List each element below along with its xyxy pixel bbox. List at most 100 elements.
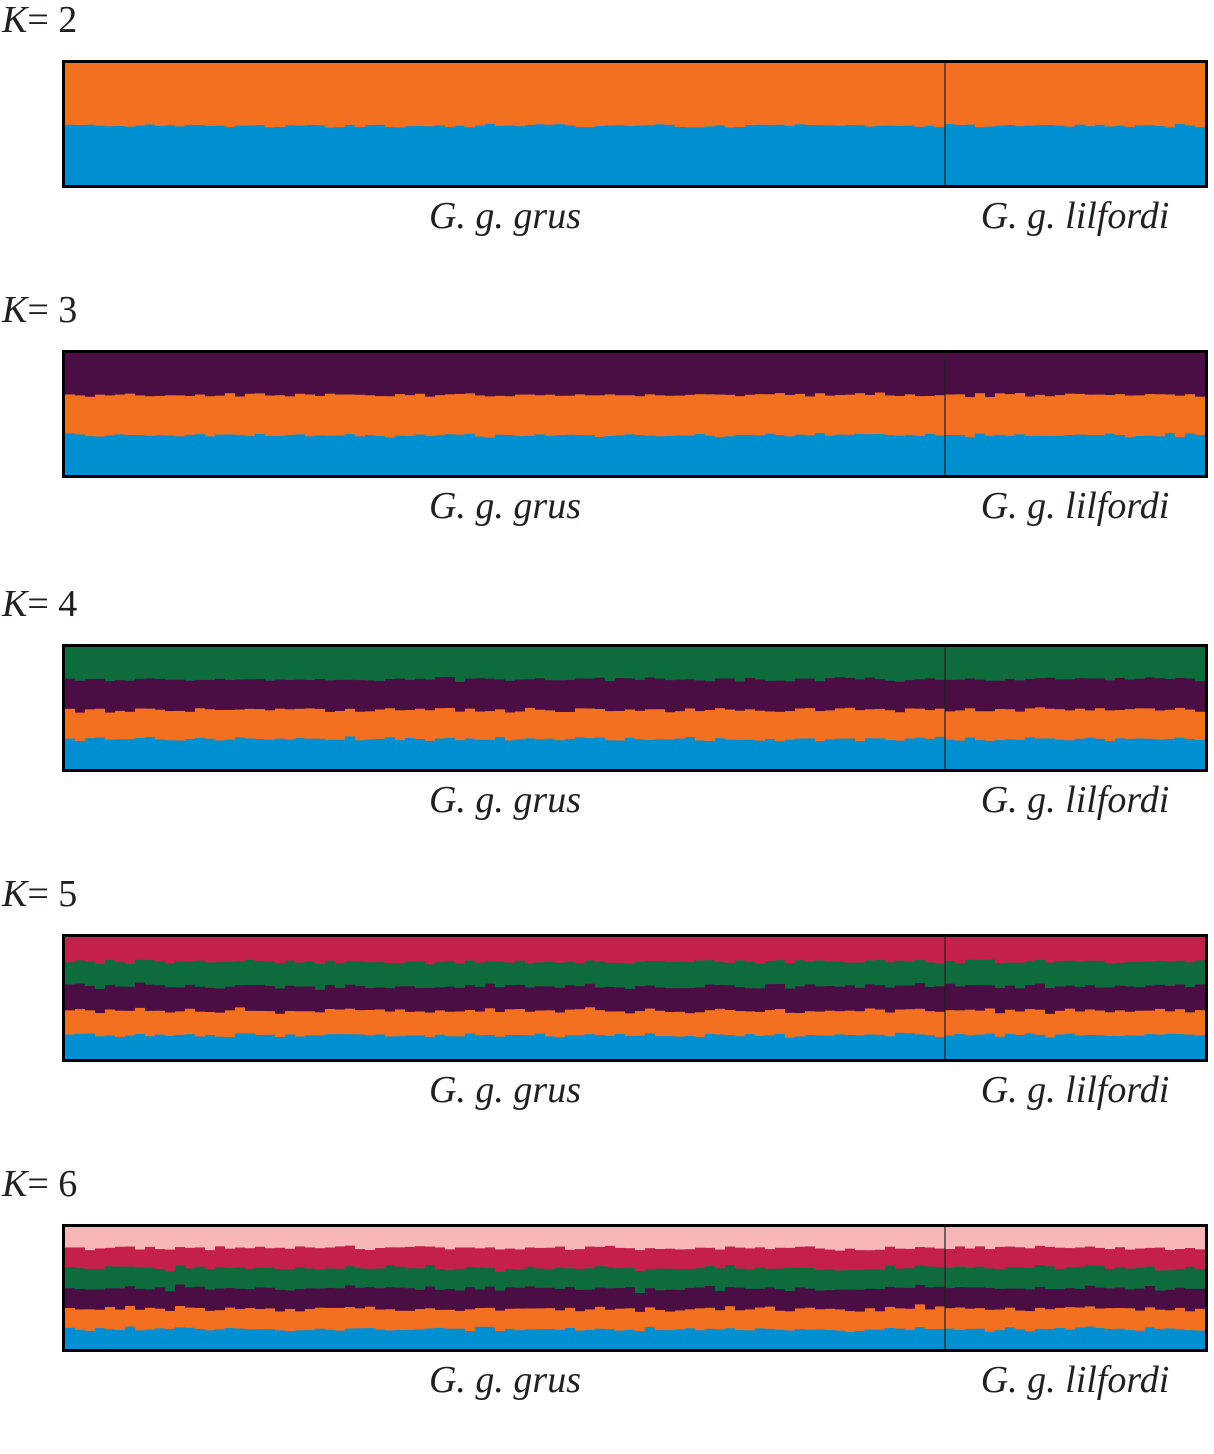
k-label: K= 2 bbox=[2, 0, 77, 40]
ancestry-bar-segment bbox=[655, 738, 666, 770]
ancestry-bar-segment bbox=[475, 1034, 486, 1060]
ancestry-bar-segment bbox=[85, 937, 96, 962]
ancestry-bar-segment bbox=[575, 126, 586, 186]
ancestry-bar-segment bbox=[1015, 679, 1026, 712]
ancestry-bar-segment bbox=[495, 434, 506, 476]
ancestry-bar-segment bbox=[965, 63, 976, 125]
ancestry-bar-segment bbox=[315, 708, 326, 739]
ancestry-bar-segment bbox=[1025, 960, 1036, 986]
ancestry-bar-segment bbox=[455, 1246, 466, 1269]
ancestry-bar-segment bbox=[1055, 985, 1066, 1011]
ancestry-bar-segment bbox=[155, 960, 166, 986]
ancestry-bar-segment bbox=[855, 961, 866, 988]
ancestry-bar-segment bbox=[645, 1227, 656, 1249]
ancestry-bar-segment bbox=[1185, 1310, 1196, 1331]
ancestry-bar-segment bbox=[445, 63, 456, 128]
ancestry-bar-segment bbox=[375, 647, 386, 681]
ancestry-bar-segment bbox=[355, 435, 366, 476]
ancestry-bar-segment bbox=[815, 124, 826, 186]
ancestry-bar-segment bbox=[365, 124, 376, 186]
ancestry-bar-segment bbox=[225, 1248, 236, 1269]
ancestry-bar-segment bbox=[865, 1033, 876, 1060]
ancestry-bar-segment bbox=[995, 392, 1006, 435]
ancestry-bar-segment bbox=[905, 737, 916, 770]
ancestry-bar-segment bbox=[225, 353, 236, 394]
ancestry-bar-segment bbox=[875, 1329, 886, 1350]
ancestry-bar-segment bbox=[295, 353, 306, 394]
ancestry-bar-segment bbox=[625, 433, 636, 476]
ancestry-bar-segment bbox=[1085, 960, 1096, 986]
ancestry-bar-segment bbox=[1085, 709, 1096, 738]
ancestry-bar-segment bbox=[585, 737, 596, 770]
ancestry-bar-segment bbox=[615, 710, 626, 741]
ancestry-bar-segment bbox=[935, 679, 946, 709]
ancestry-bar-segment bbox=[865, 1288, 876, 1309]
ancestry-bar-segment bbox=[935, 394, 946, 436]
ancestry-bar-segment bbox=[635, 395, 646, 436]
ancestry-bar-segment bbox=[585, 1033, 596, 1060]
ancestry-bar-segment bbox=[865, 959, 876, 985]
k-variable: K bbox=[2, 0, 28, 41]
ancestry-bar-segment bbox=[585, 647, 596, 679]
ancestry-bar-segment bbox=[805, 1245, 816, 1269]
ancestry-bar-segment bbox=[1105, 353, 1116, 395]
ancestry-bar-segment bbox=[815, 647, 826, 682]
ancestry-bar-segment bbox=[75, 1267, 86, 1290]
ancestry-bar-segment bbox=[125, 1227, 136, 1247]
ancestry-bar-segment bbox=[225, 679, 236, 710]
ancestry-bar-segment bbox=[1135, 937, 1146, 963]
ancestry-bar-segment bbox=[365, 1009, 376, 1036]
ancestry-bar-segment bbox=[305, 937, 316, 962]
ancestry-bar-segment bbox=[115, 679, 126, 711]
ancestry-bar-segment bbox=[605, 647, 616, 681]
ancestry-bar-segment bbox=[385, 647, 396, 680]
k-variable: K bbox=[2, 583, 28, 625]
ancestry-bar-segment bbox=[275, 1247, 286, 1270]
ancestry-bar-segment bbox=[165, 1270, 176, 1292]
ancestry-bar-segment bbox=[425, 1245, 436, 1266]
ancestry-bar-segment bbox=[1105, 1248, 1116, 1270]
ancestry-bar-segment bbox=[985, 63, 996, 127]
ancestry-bar-segment bbox=[1055, 708, 1066, 740]
ancestry-bar-segment bbox=[695, 433, 706, 476]
ancestry-bar-segment bbox=[715, 961, 726, 986]
ancestry-bar-segment bbox=[605, 986, 616, 1012]
ancestry-bar-segment bbox=[735, 434, 746, 476]
ancestry-bar-segment bbox=[65, 678, 76, 709]
ancestry-bar-segment bbox=[825, 1308, 836, 1331]
ancestry-bar-segment bbox=[245, 1227, 256, 1249]
ancestry-bar-segment bbox=[715, 1008, 726, 1035]
ancestry-bar-segment bbox=[1155, 1008, 1166, 1035]
ancestry-bar-segment bbox=[475, 1307, 486, 1327]
ancestry-bar-segment bbox=[425, 125, 436, 186]
ancestry-bar-segment bbox=[1105, 394, 1116, 434]
ancestry-bar-segment bbox=[265, 680, 276, 711]
ancestry-bar-segment bbox=[495, 1036, 506, 1060]
ancestry-bar-segment bbox=[185, 680, 196, 712]
ancestry-bar-segment bbox=[545, 1227, 556, 1248]
ancestry-bar-segment bbox=[345, 1284, 356, 1308]
ancestry-bar-segment bbox=[595, 1227, 606, 1247]
ancestry-bar-segment bbox=[195, 937, 206, 961]
ancestry-bar-segment bbox=[95, 1288, 106, 1310]
ancestry-bar-segment bbox=[865, 394, 876, 435]
ancestry-bar-segment bbox=[1175, 436, 1186, 476]
ancestry-bar-segment bbox=[265, 435, 276, 476]
ancestry-bar-segment bbox=[885, 739, 896, 770]
ancestry-bar-segment bbox=[65, 1327, 76, 1350]
ancestry-bar-segment bbox=[85, 1330, 96, 1350]
ancestry-bar-segment bbox=[415, 433, 426, 476]
ancestry-bar-segment bbox=[725, 1264, 736, 1287]
ancestry-bar-segment bbox=[955, 709, 966, 741]
ancestry-bar-segment bbox=[275, 1329, 286, 1350]
ancestry-bar-segment bbox=[65, 1246, 76, 1268]
ancestry-bar-segment bbox=[1175, 1268, 1186, 1288]
ancestry-bar-segment bbox=[175, 1034, 186, 1060]
ancestry-bar-segment bbox=[965, 959, 976, 986]
ancestry-bar-segment bbox=[755, 1246, 766, 1268]
ancestry-bar-segment bbox=[465, 959, 476, 986]
ancestry-bar-segment bbox=[375, 937, 386, 963]
ancestry-bar-segment bbox=[625, 962, 636, 989]
ancestry-bar-segment bbox=[175, 960, 186, 988]
ancestry-bar-segment bbox=[895, 1287, 906, 1309]
